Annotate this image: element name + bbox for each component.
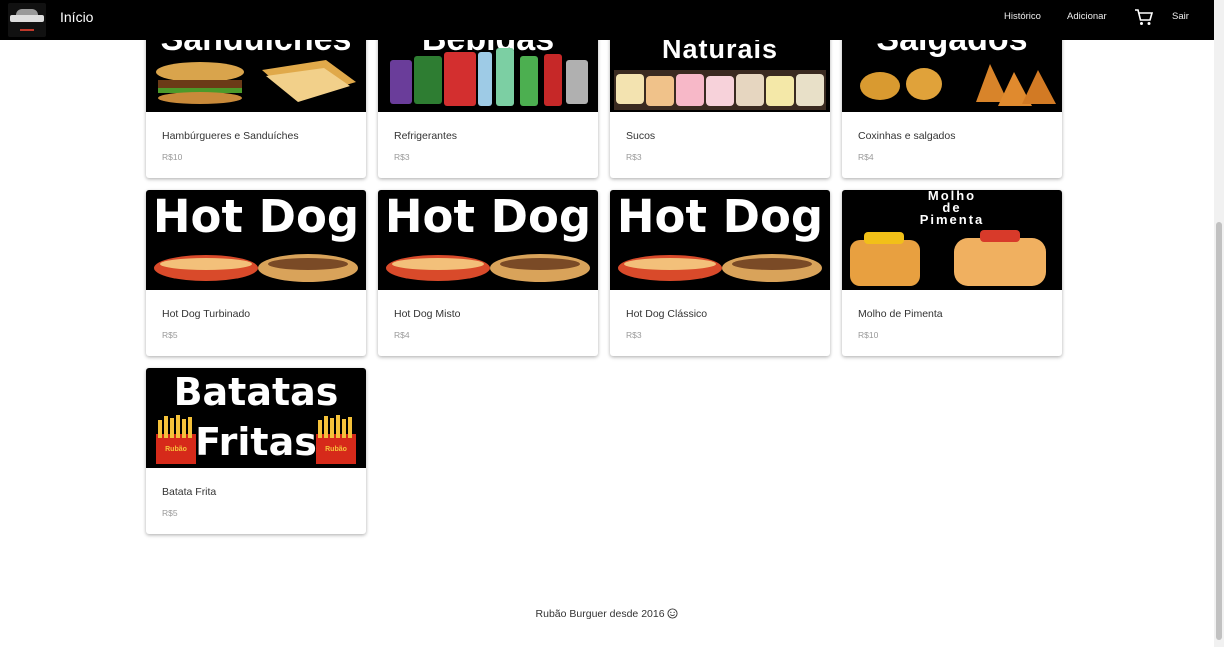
scrollbar-thumb[interactable] <box>1216 222 1222 640</box>
product-card[interactable]: Molho de Pimenta Molho de Pimenta R$10 <box>842 190 1062 356</box>
product-name: Refrigerantes <box>394 130 458 142</box>
product-price: R$5 <box>162 508 178 518</box>
product-image: Batatas Fritas Rubão Rub <box>146 368 366 468</box>
product-card[interactable]: Hot Dog Hot Dog Clássico R$3 <box>610 190 830 356</box>
product-price: R$10 <box>162 152 183 162</box>
product-price: R$4 <box>394 330 410 340</box>
product-image-text: Hot Dog <box>152 190 360 243</box>
product-price: R$10 <box>858 330 879 340</box>
vertical-scrollbar[interactable] <box>1214 0 1224 647</box>
product-name: Sucos <box>626 130 656 142</box>
smile-icon <box>667 608 679 619</box>
page-title[interactable]: Início <box>60 9 94 25</box>
cart-icon[interactable] <box>1134 8 1154 26</box>
product-image-badge: Rubão <box>165 446 187 453</box>
product-image-text: Hot Dog <box>616 190 824 243</box>
product-image-text: Molho de Pimenta <box>919 190 985 227</box>
product-image-text: Fritas <box>195 420 317 464</box>
product-image-text: Batatas <box>173 370 339 414</box>
product-name: Hot Dog Clássico <box>626 308 708 320</box>
product-card[interactable]: Hot Dog Hot Dog Turbinado R$5 <box>146 190 366 356</box>
product-card[interactable]: Batatas Fritas Rubão Rub <box>146 368 366 534</box>
nav-logout[interactable]: Sair <box>1172 11 1189 22</box>
product-name: Hambúrgueres e Sanduíches <box>162 130 299 142</box>
nav-add[interactable]: Adicionar <box>1067 11 1107 22</box>
product-image-badge: Rubão <box>325 446 347 453</box>
product-price: R$4 <box>858 152 874 162</box>
product-name: Coxinhas e salgados <box>858 130 956 142</box>
footer: Rubão Burguer desde 2016 <box>0 608 1214 620</box>
product-image: Hot Dog <box>378 190 598 290</box>
product-price: R$5 <box>162 330 178 340</box>
product-name: Hot Dog Misto <box>394 308 461 320</box>
nav-history[interactable]: Histórico <box>1004 11 1041 22</box>
product-image-text: Hot Dog <box>384 190 592 243</box>
product-name: Batata Frita <box>162 486 217 498</box>
product-image: Hot Dog <box>610 190 830 290</box>
top-navbar: Início Histórico Adicionar Sair <box>0 0 1214 40</box>
product-price: R$3 <box>394 152 410 162</box>
product-card[interactable]: Hot Dog Hot Dog Misto R$4 <box>378 190 598 356</box>
product-name: Molho de Pimenta <box>858 308 943 320</box>
product-price: R$3 <box>626 152 642 162</box>
product-price: R$3 <box>626 330 642 340</box>
logo-icon[interactable] <box>8 3 46 37</box>
product-name: Hot Dog Turbinado <box>162 308 251 320</box>
footer-text: Rubão Burguer desde 2016 <box>535 608 665 620</box>
product-image: Molho de Pimenta <box>842 190 1062 290</box>
product-image: Hot Dog <box>146 190 366 290</box>
